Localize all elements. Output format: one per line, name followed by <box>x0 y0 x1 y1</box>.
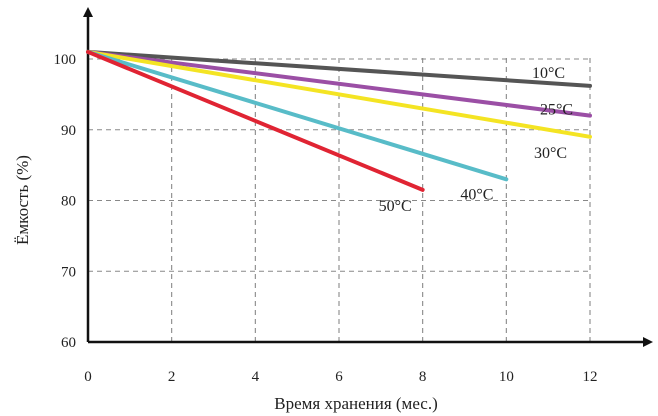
y-tick-label-70: 70 <box>61 264 76 280</box>
y-tick-label-100: 100 <box>54 52 77 68</box>
y-tick-label-60: 60 <box>61 335 76 351</box>
x-tick-label-0: 0 <box>84 369 92 385</box>
x-tick-label-10: 10 <box>499 369 514 385</box>
series-lines: 10°C 25°C 30°C 40°C 50°C <box>86 49 592 215</box>
series-line-30degc <box>86 49 592 139</box>
x-tick-label-4: 4 <box>252 369 260 385</box>
y-tick-label-80: 80 <box>61 194 76 210</box>
y-tick-label-90: 90 <box>61 123 76 139</box>
y-axis-title: Ёмкость (%) <box>13 155 32 245</box>
x-tick-label-12: 12 <box>583 369 598 385</box>
series-label-10degc: 10°C <box>532 65 565 82</box>
x-tick-label-6: 6 <box>335 369 343 385</box>
grid-lines <box>88 58 591 342</box>
x-axis-title: Время хранения (мес.) <box>274 394 438 413</box>
tick-labels: 0 2 4 6 8 10 12 60 70 80 90 100 <box>54 52 598 385</box>
series-label-25degc: 25°C <box>540 102 573 119</box>
x-tick-label-8: 8 <box>419 369 427 385</box>
series-label-30degc: 30°C <box>534 145 567 162</box>
series-line-40degc <box>86 49 509 182</box>
series-label-40degc: 40°C <box>460 186 493 203</box>
series-label-50degc: 50°C <box>379 198 412 215</box>
x-tick-label-2: 2 <box>168 369 176 385</box>
series-line-50degc <box>86 49 425 192</box>
axes <box>83 7 653 347</box>
series-line-10degc <box>86 49 592 88</box>
series-line-25degc <box>86 49 592 118</box>
